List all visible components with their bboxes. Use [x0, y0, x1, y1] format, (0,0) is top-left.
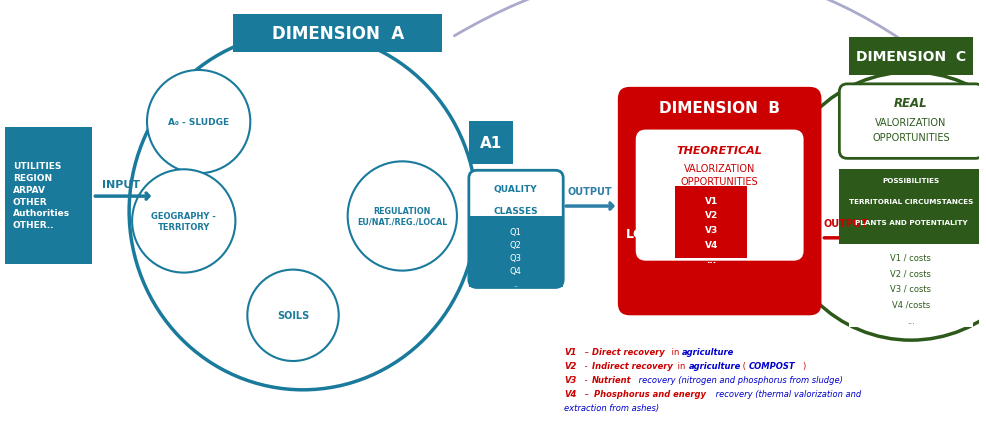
Ellipse shape	[129, 33, 477, 390]
Text: extraction from ashes): extraction from ashes)	[564, 403, 660, 412]
Bar	[849, 38, 973, 76]
Text: Q1: Q1	[510, 228, 522, 237]
Text: THEORETICAL: THEORETICAL	[676, 146, 762, 156]
Text: Q4: Q4	[510, 267, 522, 276]
Bar	[675, 187, 747, 258]
Text: Phosphorus and energy: Phosphorus and energy	[594, 389, 706, 398]
Text: REGULATION
EU/NAT./REG./LOCAL: REGULATION EU/NAT./REG./LOCAL	[357, 207, 448, 226]
Text: –: –	[582, 347, 592, 356]
Text: CLASSES: CLASSES	[493, 206, 537, 215]
Text: recovery (nitrogen and phosphorus from sludge): recovery (nitrogen and phosphorus from s…	[636, 375, 843, 384]
Bar	[234, 15, 442, 53]
Text: V1: V1	[564, 347, 577, 356]
Text: in: in	[675, 361, 688, 370]
Text: ...: ...	[706, 256, 716, 265]
Text: POSSIBILITIES: POSSIBILITIES	[882, 178, 940, 184]
Text: VALORIZATION: VALORIZATION	[684, 164, 755, 174]
FancyBboxPatch shape	[618, 88, 821, 316]
Text: V4 /costs: V4 /costs	[891, 300, 930, 309]
Circle shape	[147, 71, 250, 174]
Text: OPPORTUNITIES: OPPORTUNITIES	[681, 177, 758, 187]
Text: V4: V4	[705, 241, 718, 250]
FancyArrowPatch shape	[455, 0, 945, 73]
Text: PLANTS AND POTENTIALITY: PLANTS AND POTENTIALITY	[855, 219, 967, 225]
Bar	[849, 248, 973, 328]
Text: -: -	[582, 361, 591, 370]
Text: V2: V2	[564, 361, 577, 370]
Bar	[469, 121, 513, 165]
Text: V2: V2	[705, 211, 718, 220]
Text: (: (	[740, 361, 745, 370]
Circle shape	[777, 73, 986, 340]
Text: agriculture: agriculture	[681, 347, 734, 356]
Text: recovery (thermal valorization and: recovery (thermal valorization and	[713, 389, 862, 398]
Text: SLUDGE/: SLUDGE/	[494, 228, 537, 237]
Text: QUALITY: QUALITY	[494, 184, 537, 193]
Text: VALORIZATION: VALORIZATION	[876, 117, 947, 127]
Text: V1: V1	[705, 196, 718, 205]
Text: in: in	[669, 347, 681, 356]
Text: WATER: WATER	[498, 250, 533, 259]
Text: –: –	[582, 389, 592, 398]
Text: DIMENSION  A: DIMENSION A	[271, 25, 404, 43]
Text: DIMENSION  C: DIMENSION C	[856, 50, 966, 64]
Text: Q3: Q3	[510, 253, 522, 262]
Text: V3 / costs: V3 / costs	[890, 284, 932, 293]
Text: TERRITORIAL CIRCUMSTANCES: TERRITORIAL CIRCUMSTANCES	[849, 199, 973, 204]
Text: LCC: LCC	[774, 228, 800, 241]
Text: Nutrient: Nutrient	[592, 375, 632, 384]
Text: Direct recovery: Direct recovery	[592, 347, 665, 356]
Text: LCA: LCA	[626, 228, 653, 241]
Text: Q2: Q2	[510, 241, 522, 250]
Text: Indirect recovery: Indirect recovery	[592, 361, 672, 370]
Text: INPUT: INPUT	[103, 180, 140, 190]
FancyBboxPatch shape	[636, 130, 804, 261]
Text: ...: ...	[907, 316, 915, 325]
Text: agriculture: agriculture	[688, 361, 740, 370]
Text: OPPORTUNITIES: OPPORTUNITIES	[872, 132, 950, 142]
Text: DIMENSION  B: DIMENSION B	[660, 101, 780, 116]
Text: V4: V4	[564, 389, 577, 398]
Bar	[5, 127, 93, 264]
Text: COMPOST: COMPOST	[749, 361, 796, 370]
Circle shape	[247, 270, 339, 361]
Text: V1 / costs: V1 / costs	[890, 253, 932, 262]
Bar	[839, 170, 983, 244]
Text: OUTPUT: OUTPUT	[824, 219, 869, 228]
Circle shape	[348, 162, 457, 271]
Text: OUTPUT: OUTPUT	[568, 187, 612, 197]
Text: V3: V3	[705, 226, 718, 235]
Text: SOILS: SOILS	[277, 311, 310, 320]
Text: -: -	[582, 375, 591, 384]
Text: UTILITIES
REGION
ARPAV
OTHER
Authorities
OTHER..: UTILITIES REGION ARPAV OTHER Authorities…	[13, 162, 70, 230]
Text: GEOGRAPHY -
TERRITORY: GEOGRAPHY - TERRITORY	[151, 212, 216, 231]
Text: ): )	[803, 361, 806, 370]
FancyBboxPatch shape	[469, 171, 563, 288]
Text: ..: ..	[513, 279, 519, 288]
Text: V2 / costs: V2 / costs	[890, 268, 932, 277]
Text: V3: V3	[564, 375, 577, 384]
Circle shape	[132, 170, 236, 273]
Text: REAL: REAL	[894, 97, 928, 110]
Bar	[469, 216, 563, 288]
Text: A1: A1	[479, 135, 502, 151]
FancyBboxPatch shape	[839, 85, 983, 159]
Text: A₀ - SLUDGE: A₀ - SLUDGE	[168, 118, 229, 127]
